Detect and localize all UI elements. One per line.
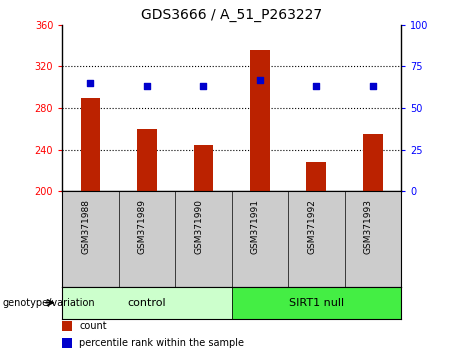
Text: count: count — [79, 321, 107, 331]
Bar — [62, 287, 231, 319]
Bar — [81, 98, 100, 191]
Bar — [231, 287, 401, 319]
Bar — [250, 50, 270, 191]
Text: GSM371993: GSM371993 — [364, 199, 373, 254]
Text: GSM371990: GSM371990 — [195, 199, 203, 254]
Bar — [307, 162, 326, 191]
Point — [200, 84, 207, 89]
Point — [87, 80, 94, 86]
Text: genotype/variation: genotype/variation — [2, 298, 95, 308]
Text: SIRT1 null: SIRT1 null — [289, 298, 344, 308]
Point — [313, 84, 320, 89]
Text: GSM371988: GSM371988 — [82, 199, 90, 254]
Text: percentile rank within the sample: percentile rank within the sample — [79, 338, 244, 348]
Point — [143, 84, 151, 89]
Text: GSM371992: GSM371992 — [307, 199, 316, 254]
Text: control: control — [128, 298, 166, 308]
Bar — [194, 145, 213, 191]
Text: GSM371989: GSM371989 — [138, 199, 147, 254]
Point — [256, 77, 264, 82]
Title: GDS3666 / A_51_P263227: GDS3666 / A_51_P263227 — [141, 8, 322, 22]
Point — [369, 84, 377, 89]
Text: GSM371991: GSM371991 — [251, 199, 260, 254]
Bar — [137, 129, 157, 191]
Bar — [363, 134, 383, 191]
